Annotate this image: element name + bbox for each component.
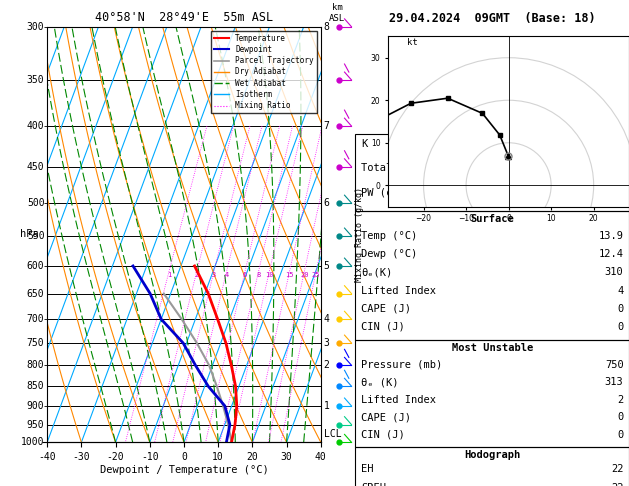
Text: 650: 650 — [27, 289, 45, 298]
Legend: Temperature, Dewpoint, Parcel Trajectory, Dry Adiabat, Wet Adiabat, Isotherm, Mi: Temperature, Dewpoint, Parcel Trajectory… — [211, 31, 317, 113]
Bar — [355, 134, 629, 211]
Text: 4: 4 — [617, 286, 623, 295]
Bar — [355, 340, 629, 447]
Text: 7: 7 — [323, 121, 330, 131]
Text: 3: 3 — [323, 338, 330, 348]
Text: 10: 10 — [265, 272, 274, 278]
Text: CIN (J): CIN (J) — [361, 430, 404, 440]
Text: 550: 550 — [27, 231, 45, 241]
Text: θₑ (K): θₑ (K) — [361, 377, 398, 387]
Text: km
ASL: km ASL — [329, 3, 345, 22]
Text: θₑ(K): θₑ(K) — [361, 267, 392, 278]
Text: 29.04.2024  09GMT  (Base: 18): 29.04.2024 09GMT (Base: 18) — [389, 12, 596, 25]
Text: 22: 22 — [611, 464, 623, 474]
Text: 850: 850 — [27, 381, 45, 391]
Text: Lifted Index: Lifted Index — [361, 286, 436, 295]
Text: 4: 4 — [225, 272, 228, 278]
Text: 1000: 1000 — [21, 437, 45, 447]
Text: 950: 950 — [27, 419, 45, 430]
Text: 750: 750 — [604, 360, 623, 370]
Text: LCL: LCL — [323, 429, 341, 438]
Text: K: K — [361, 139, 367, 149]
Text: 300: 300 — [27, 22, 45, 32]
Text: hPa: hPa — [20, 229, 39, 240]
Text: 700: 700 — [27, 314, 45, 324]
Text: 15: 15 — [285, 272, 294, 278]
Text: 12.4: 12.4 — [599, 249, 623, 259]
Text: 450: 450 — [27, 162, 45, 172]
Text: 47: 47 — [611, 163, 623, 173]
Text: 5: 5 — [323, 261, 330, 271]
Text: 1: 1 — [167, 272, 171, 278]
Text: 400: 400 — [27, 121, 45, 131]
Text: CAPE (J): CAPE (J) — [361, 304, 411, 314]
Text: 13.9: 13.9 — [599, 231, 623, 241]
Text: 6: 6 — [323, 198, 330, 208]
Text: 310: 310 — [604, 267, 623, 278]
Text: 25: 25 — [312, 272, 320, 278]
Text: 0: 0 — [617, 412, 623, 422]
Text: 3: 3 — [212, 272, 216, 278]
Text: Lifted Index: Lifted Index — [361, 395, 436, 405]
Text: Surface: Surface — [470, 214, 514, 224]
Text: 4: 4 — [323, 314, 330, 324]
Text: 800: 800 — [27, 360, 45, 370]
Text: 900: 900 — [27, 401, 45, 411]
Text: 22: 22 — [611, 483, 623, 486]
Text: Mixing Ratio (g/kg): Mixing Ratio (g/kg) — [355, 187, 364, 282]
Text: 2.39: 2.39 — [599, 187, 623, 197]
Text: 8: 8 — [257, 272, 260, 278]
Text: kt: kt — [406, 38, 417, 47]
Text: Pressure (mb): Pressure (mb) — [361, 360, 442, 370]
Text: Hodograph: Hodograph — [464, 450, 520, 460]
Text: 0: 0 — [617, 304, 623, 314]
Text: 26: 26 — [611, 139, 623, 149]
Text: CAPE (J): CAPE (J) — [361, 412, 411, 422]
Text: Dewp (°C): Dewp (°C) — [361, 249, 417, 259]
Bar — [355, 447, 629, 486]
X-axis label: Dewpoint / Temperature (°C): Dewpoint / Temperature (°C) — [99, 465, 269, 475]
Text: PW (cm): PW (cm) — [361, 187, 404, 197]
Text: EH: EH — [361, 464, 374, 474]
Title: 40°58'N  28°49'E  55m ASL: 40°58'N 28°49'E 55m ASL — [95, 11, 273, 24]
Text: 350: 350 — [27, 75, 45, 85]
Text: 2: 2 — [323, 360, 330, 370]
Text: 600: 600 — [27, 261, 45, 271]
Bar — [355, 211, 629, 340]
Text: 8: 8 — [323, 22, 330, 32]
Text: 0: 0 — [617, 322, 623, 332]
Text: 750: 750 — [27, 338, 45, 348]
Text: Most Unstable: Most Unstable — [452, 343, 533, 353]
Text: 20: 20 — [300, 272, 309, 278]
Text: 0: 0 — [617, 430, 623, 440]
Text: Totals Totals: Totals Totals — [361, 163, 442, 173]
Text: CIN (J): CIN (J) — [361, 322, 404, 332]
Text: 6: 6 — [243, 272, 247, 278]
Text: SREH: SREH — [361, 483, 386, 486]
Text: 313: 313 — [604, 377, 623, 387]
Text: 2: 2 — [617, 395, 623, 405]
Text: 2: 2 — [194, 272, 199, 278]
Text: 1: 1 — [323, 401, 330, 411]
Text: 500: 500 — [27, 198, 45, 208]
Text: Temp (°C): Temp (°C) — [361, 231, 417, 241]
